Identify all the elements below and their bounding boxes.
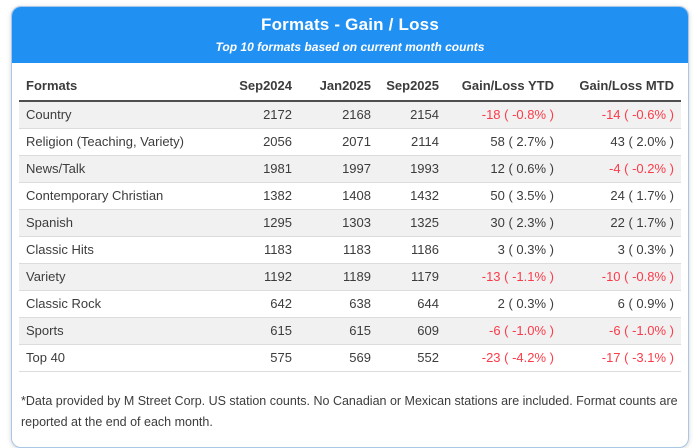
gain-loss-ytd-cell: -13 ( -1.1% ) [439, 263, 554, 291]
format-cell: Spanish [19, 209, 202, 237]
format-cell: Sports [19, 317, 202, 345]
table-row: Classic Rock 642 638 644 2 ( 0.3% ) 6 ( 0.9% … [19, 290, 681, 318]
formats-table: Formats Sep2024 Jan2025 Sep2025 Gain/Los… [19, 72, 681, 372]
sep2025-cell: 644 [371, 290, 439, 318]
format-cell: Country [19, 101, 202, 129]
jan2025-cell: 1997 [292, 155, 371, 183]
gain-loss-ytd-cell: -23 ( -4.2% ) [439, 344, 554, 372]
formats-gain-loss-card: Formats - Gain / Loss Top 10 formats bas… [11, 6, 689, 448]
gain-loss-mtd-cell: -6 ( -1.0% ) [554, 317, 681, 345]
table-row: Country 2172 2168 2154 -18 ( -0.8% ) -14 ( -0… [19, 101, 681, 129]
column-header-formats: Formats [19, 72, 202, 102]
gain-loss-mtd-cell: -4 ( -0.2% ) [554, 155, 681, 183]
gain-loss-ytd-cell: 2 ( 0.3% ) [439, 290, 554, 318]
gain-loss-mtd-cell: 24 ( 1.7% ) [554, 182, 681, 210]
page-title: Formats - Gain / Loss [260, 15, 439, 34]
jan2025-cell: 2071 [292, 128, 371, 156]
sep2024-cell: 642 [202, 290, 292, 318]
sep2024-cell: 1192 [202, 263, 292, 291]
gain-loss-mtd-cell: 3 ( 0.3% ) [554, 236, 681, 264]
format-cell: Religion (Teaching, Variety) [19, 128, 202, 156]
sep2025-cell: 1993 [371, 155, 439, 183]
card-header: Formats - Gain / Loss Top 10 formats bas… [12, 7, 688, 63]
table-row: Spanish 1295 1303 1325 30 ( 2.3% ) 22 ( 1.7% … [19, 209, 681, 237]
column-header-sep2025: Sep2025 [371, 72, 439, 102]
sep2025-cell: 1432 [371, 182, 439, 210]
gain-loss-ytd-cell: 3 ( 0.3% ) [439, 236, 554, 264]
sep2024-cell: 1295 [202, 209, 292, 237]
jan2025-cell: 638 [292, 290, 371, 318]
sep2025-cell: 2154 [371, 101, 439, 129]
sep2024-cell: 615 [202, 317, 292, 345]
sep2025-cell: 552 [371, 344, 439, 372]
jan2025-cell: 569 [292, 344, 371, 372]
sep2025-cell: 1179 [371, 263, 439, 291]
page-subtitle: Top 10 formats based on current month co… [215, 40, 485, 54]
gain-loss-ytd-cell: 58 ( 2.7% ) [439, 128, 554, 156]
gain-loss-mtd-cell: -17 ( -3.1% ) [554, 344, 681, 372]
column-header-gain-loss-ytd: Gain/Loss YTD [439, 72, 554, 102]
format-cell: Classic Hits [19, 236, 202, 264]
sep2024-cell: 1981 [202, 155, 292, 183]
gain-loss-ytd-cell: 30 ( 2.3% ) [439, 209, 554, 237]
gain-loss-mtd-cell: 43 ( 2.0% ) [554, 128, 681, 156]
sep2024-cell: 1183 [202, 236, 292, 264]
gain-loss-ytd-cell: 50 ( 3.5% ) [439, 182, 554, 210]
table-row: News/Talk 1981 1997 1993 12 ( 0.6% ) -4 ( -0.… [19, 155, 681, 183]
table-row: Religion (Teaching, Variety) 2056 2071 2114… [19, 128, 681, 156]
gain-loss-mtd-cell: 22 ( 1.7% ) [554, 209, 681, 237]
jan2025-cell: 2168 [292, 101, 371, 129]
gain-loss-mtd-cell: -14 ( -0.6% ) [554, 101, 681, 129]
format-cell: News/Talk [19, 155, 202, 183]
gain-loss-ytd-cell: 12 ( 0.6% ) [439, 155, 554, 183]
format-cell: Contemporary Christian [19, 182, 202, 210]
sep2024-cell: 1382 [202, 182, 292, 210]
format-cell: Variety [19, 263, 202, 291]
gain-loss-mtd-cell: -10 ( -0.8% ) [554, 263, 681, 291]
format-cell: Classic Rock [19, 290, 202, 318]
format-cell: Top 40 [19, 344, 202, 372]
column-header-sep2024: Sep2024 [202, 72, 292, 102]
table-row: Sports 615 615 609 -6 ( -1.0% ) -6 ( -1.0% ) [19, 317, 681, 345]
table-row: Contemporary Christian 1382 1408 1432 50 ( 3… [19, 182, 681, 210]
sep2025-cell: 1186 [371, 236, 439, 264]
sep2024-cell: 575 [202, 344, 292, 372]
jan2025-cell: 1183 [292, 236, 371, 264]
gain-loss-ytd-cell: -6 ( -1.0% ) [439, 317, 554, 345]
data-source-footnote: *Data provided by M Street Corp. US stat… [21, 394, 678, 430]
jan2025-cell: 1303 [292, 209, 371, 237]
sep2025-cell: 609 [371, 317, 439, 345]
sep2025-cell: 2114 [371, 128, 439, 156]
table-row: Top 40 575 569 552 -23 ( -4.2% ) -17 ( -3.1% … [19, 344, 681, 372]
table-body: Country 2172 2168 2154 -18 ( -0.8% ) -14 ( -0… [19, 101, 681, 372]
table-row: Classic Hits 1183 1183 1186 3 ( 0.3% ) 3 ( 0.… [19, 236, 681, 264]
sep2025-cell: 1325 [371, 209, 439, 237]
gain-loss-mtd-cell: 6 ( 0.9% ) [554, 290, 681, 318]
table-header-row: Formats Sep2024 Jan2025 Sep2025 Gain/Los… [19, 72, 681, 102]
jan2025-cell: 615 [292, 317, 371, 345]
column-header-gain-loss-mtd: Gain/Loss MTD [554, 72, 681, 102]
jan2025-cell: 1408 [292, 182, 371, 210]
gain-loss-ytd-cell: -18 ( -0.8% ) [439, 101, 554, 129]
column-header-jan2025: Jan2025 [292, 72, 371, 102]
sep2024-cell: 2056 [202, 128, 292, 156]
table-container: Formats Sep2024 Jan2025 Sep2025 Gain/Los… [12, 63, 688, 372]
table-row: Variety 1192 1189 1179 -13 ( -1.1% ) -10 ( -0… [19, 263, 681, 291]
jan2025-cell: 1189 [292, 263, 371, 291]
sep2024-cell: 2172 [202, 101, 292, 129]
